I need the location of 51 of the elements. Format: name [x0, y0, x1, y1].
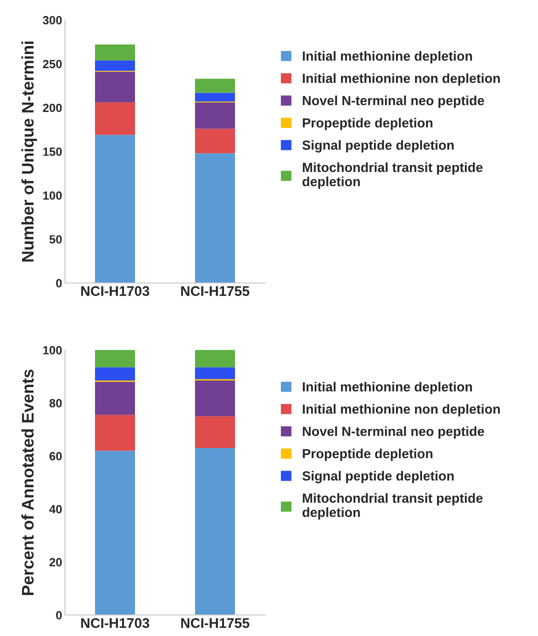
- y-tick-label: 60: [50, 452, 62, 460]
- x-tick-label: NCI-H1755: [181, 286, 250, 296]
- y-tick-label: 200: [42, 104, 62, 112]
- legend-label: Signal peptide depletion: [302, 470, 454, 484]
- legend-label: Novel N-terminal neo peptide: [302, 96, 484, 108]
- legend-label: Initial methionine non depletion: [302, 404, 500, 416]
- bar: [195, 92, 235, 102]
- bar: [95, 367, 135, 380]
- x-tick-label: NCI-H1755: [181, 618, 250, 628]
- bar: [95, 72, 135, 102]
- bar: [95, 60, 135, 71]
- y-tick-label: 100: [43, 346, 62, 354]
- y-tick-label: 250: [42, 60, 62, 68]
- bar: [195, 380, 235, 416]
- bar: [95, 44, 135, 60]
- legend-label: Initial methionine depletion: [302, 382, 472, 394]
- bar: [195, 350, 235, 368]
- y-tick-label: 80: [49, 399, 62, 408]
- bar: [95, 102, 135, 135]
- y-tick-label: 0: [56, 611, 62, 620]
- legend-label: Initial methionine non depletion: [302, 73, 500, 86]
- bar: [195, 102, 235, 129]
- bar: [95, 350, 135, 368]
- y-tick-label: 0: [56, 279, 62, 288]
- bar: [195, 153, 235, 283]
- legend-label: Propeptide depletion: [302, 448, 432, 461]
- x-tick-label: NCI-H1703: [81, 286, 150, 296]
- y-axis-title: Percent of Annotated Events: [21, 370, 34, 595]
- x-tick-label: NCI-H1703: [81, 618, 150, 628]
- y-axis-title: Number of Unique N-termini: [21, 42, 37, 262]
- y-tick-label: 40: [49, 505, 62, 514]
- bar: [95, 134, 135, 283]
- legend-label: Initial methionine depletion: [302, 51, 472, 64]
- legend-label: Propeptide depletion: [302, 118, 432, 130]
- legend-label: Novel N-terminal neo peptide: [302, 426, 484, 439]
- legend-label: Mitochondrial transit peptide depletion: [302, 493, 483, 520]
- bar: [195, 448, 235, 615]
- bar: [95, 414, 135, 451]
- bar: [95, 450, 135, 615]
- bar: [195, 78, 235, 93]
- y-tick-label: 50: [49, 235, 62, 244]
- legend-label: Mitochondrial transit peptide depletion: [302, 162, 483, 189]
- y-tick-label: 20: [50, 558, 62, 566]
- y-tick-label: 150: [43, 148, 62, 156]
- legend-label: Signal peptide depletion: [302, 140, 454, 152]
- y-tick-label: 300: [42, 16, 62, 24]
- bar: [95, 382, 135, 415]
- bar: [195, 416, 235, 448]
- y-tick-label: 100: [43, 191, 62, 200]
- bar: [195, 367, 235, 380]
- bar: [195, 128, 235, 154]
